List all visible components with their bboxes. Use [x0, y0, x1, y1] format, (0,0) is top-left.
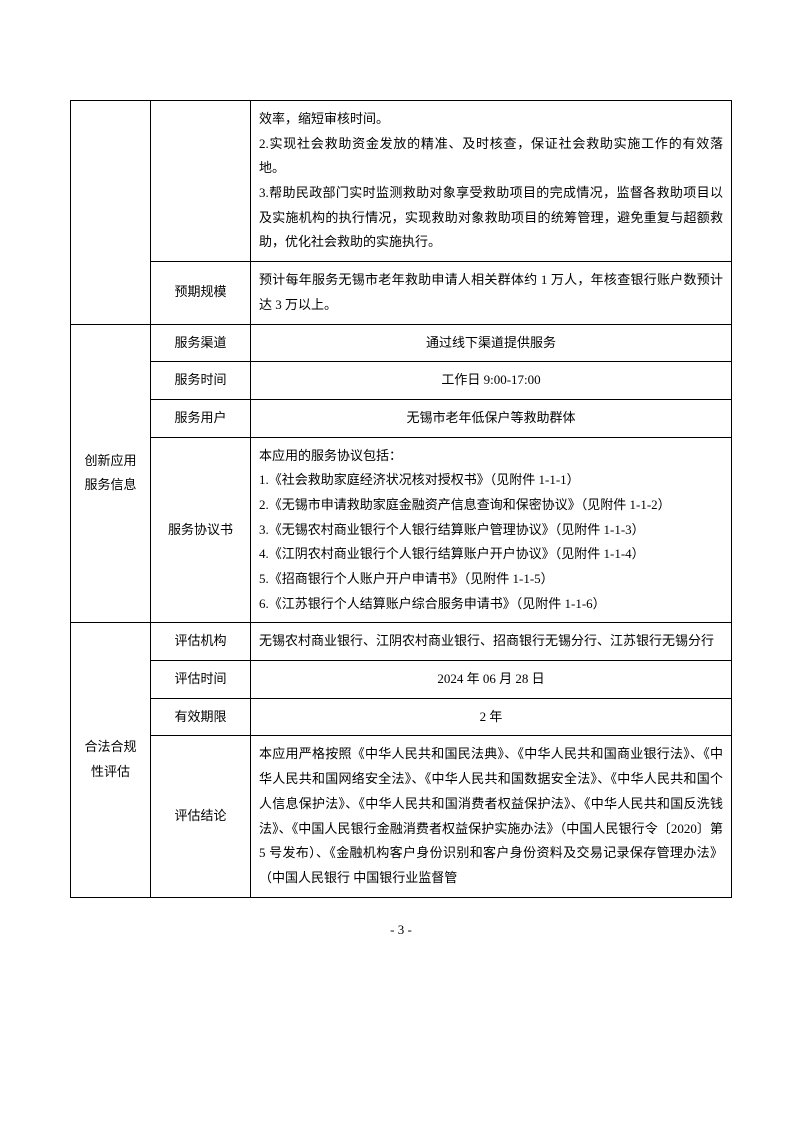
section1-row3-label-cell: 服务协议书 [151, 437, 251, 623]
cell-label: 有效期限 [174, 709, 226, 724]
section1-row3-content-cell: 本应用的服务协议包括：1.《社会救助家庭经济状况核对授权书》（见附件 1-1-1… [251, 437, 732, 623]
section0-row0-label-cell [151, 101, 251, 262]
table-row: 评估结论 本应用严格按照《中华人民共和国民法典》、《中华人民共和国商业银行法》、… [71, 736, 732, 897]
section2-row1-content-cell: 2024 年 06 月 28 日 [251, 661, 732, 699]
section0-row1-content-cell: 预计每年服务无锡市老年救助申请人相关群体约 1 万人，年核查银行账户数预计达 3… [251, 262, 732, 324]
section-header: 合法合规性评估 [84, 739, 136, 779]
table-row: 服务协议书 本应用的服务协议包括：1.《社会救助家庭经济状况核对授权书》（见附件… [71, 437, 732, 623]
section1-row0-content-cell: 通过线下渠道提供服务 [251, 324, 732, 362]
cell-label: 服务时间 [174, 372, 226, 387]
section2-row0-content-cell: 无锡农村商业银行、江阴农村商业银行、招商银行无锡分行、江苏银行无锡分行 [251, 623, 732, 661]
section1-row0-label-cell: 服务渠道 [151, 324, 251, 362]
cell-text: 通过线下渠道提供服务 [426, 335, 556, 350]
page-number: - 3 - [70, 918, 732, 943]
cell-text: 本应用严格按照《中华人民共和国民法典》、《中华人民共和国商业银行法》、《中华人民… [259, 746, 723, 884]
section2-row3-label-cell: 评估结论 [151, 736, 251, 897]
section2-row0-label-cell: 评估机构 [151, 623, 251, 661]
section0-row1-label-cell: 预期规模 [151, 262, 251, 324]
section2-row3-content-cell: 本应用严格按照《中华人民共和国民法典》、《中华人民共和国商业银行法》、《中华人民… [251, 736, 732, 897]
document-table: 效率，缩短审核时间。2.实现社会救助资金发放的精准、及时核查，保证社会救助实施工… [70, 100, 732, 898]
page-number-text: - 3 - [390, 922, 412, 937]
cell-text: 2 年 [480, 709, 503, 724]
cell-label: 评估时间 [174, 671, 226, 686]
table-row: 预期规模 预计每年服务无锡市老年救助申请人相关群体约 1 万人，年核查银行账户数… [71, 262, 732, 324]
table-row: 评估时间 2024 年 06 月 28 日 [71, 661, 732, 699]
table-row: 有效期限 2 年 [71, 698, 732, 736]
section1-header-cell: 创新应用服务信息 [71, 324, 151, 623]
section2-row1-label-cell: 评估时间 [151, 661, 251, 699]
cell-label: 服务用户 [174, 410, 226, 425]
section1-row1-label-cell: 服务时间 [151, 362, 251, 400]
cell-text: 无锡农村商业银行、江阴农村商业银行、招商银行无锡分行、江苏银行无锡分行 [259, 633, 714, 648]
section0-row0-content-cell: 效率，缩短审核时间。2.实现社会救助资金发放的精准、及时核查，保证社会救助实施工… [251, 101, 732, 262]
section0-header-cell [71, 101, 151, 325]
cell-label: 评估结论 [174, 808, 226, 823]
table-row: 效率，缩短审核时间。2.实现社会救助资金发放的精准、及时核查，保证社会救助实施工… [71, 101, 732, 262]
section1-row1-content-cell: 工作日 9:00-17:00 [251, 362, 732, 400]
section2-row2-content-cell: 2 年 [251, 698, 732, 736]
cell-label: 评估机构 [174, 633, 226, 648]
section2-row2-label-cell: 有效期限 [151, 698, 251, 736]
section1-row2-label-cell: 服务用户 [151, 399, 251, 437]
cell-label: 服务协议书 [168, 522, 233, 537]
cell-text: 2024 年 06 月 28 日 [437, 671, 544, 686]
table-row: 合法合规性评估 评估机构 无锡农村商业银行、江阴农村商业银行、招商银行无锡分行、… [71, 623, 732, 661]
table-row: 服务用户 无锡市老年低保户等救助群体 [71, 399, 732, 437]
table-row: 创新应用服务信息 服务渠道 通过线下渠道提供服务 [71, 324, 732, 362]
cell-label: 服务渠道 [174, 335, 226, 350]
cell-text: 预计每年服务无锡市老年救助申请人相关群体约 1 万人，年核查银行账户数预计达 3… [259, 272, 723, 312]
cell-label: 预期规模 [174, 284, 226, 299]
section-header: 创新应用服务信息 [84, 453, 136, 493]
table-row: 服务时间 工作日 9:00-17:00 [71, 362, 732, 400]
section1-row2-content-cell: 无锡市老年低保户等救助群体 [251, 399, 732, 437]
section2-header-cell: 合法合规性评估 [71, 623, 151, 897]
cell-text: 无锡市老年低保户等救助群体 [406, 410, 575, 425]
cell-text: 本应用的服务协议包括：1.《社会救助家庭经济状况核对授权书》（见附件 1-1-1… [259, 448, 671, 611]
cell-text: 工作日 9:00-17:00 [441, 372, 540, 387]
cell-text: 效率，缩短审核时间。2.实现社会救助资金发放的精准、及时核查，保证社会救助实施工… [259, 111, 723, 249]
